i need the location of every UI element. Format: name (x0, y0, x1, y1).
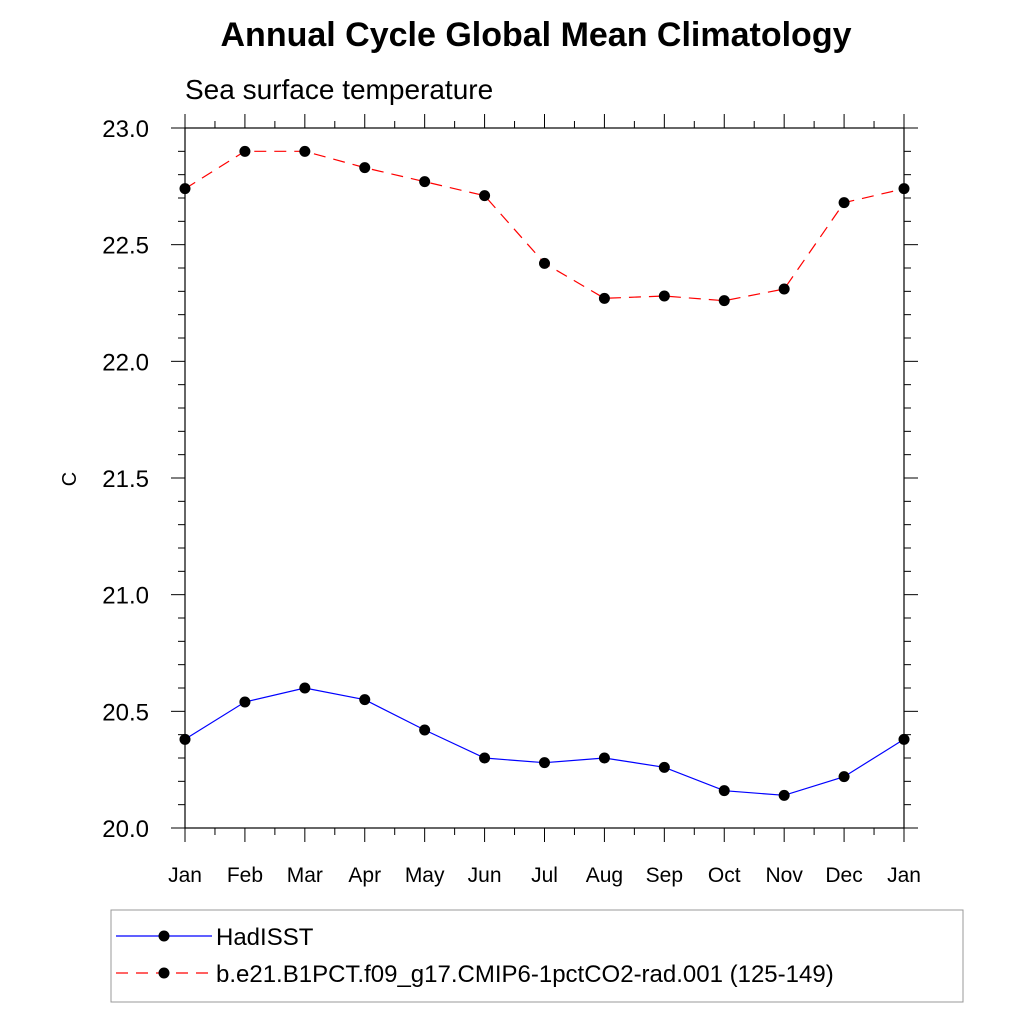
data-point (778, 789, 790, 801)
y-tick-label: 20.0 (102, 816, 149, 843)
legend-marker-0 (158, 930, 170, 942)
x-tick-label: Aug (586, 864, 623, 887)
legend-box (110, 909, 964, 1003)
legend-marker-1 (158, 967, 170, 979)
axis-ticks: 20.0 20.5 21.0 21.5 22.0 22.5 23.0 Jan Feb Mar Apr… (102, 114, 921, 887)
data-point (179, 183, 191, 195)
chart-title: Annual Cycle Global Mean Climatology (221, 16, 852, 54)
y-tick-label: 23.0 (102, 116, 149, 143)
x-tick-label: Apr (348, 864, 381, 887)
data-point (419, 724, 431, 736)
data-point (778, 283, 790, 295)
data-point (359, 162, 371, 174)
series-line-0 (184, 687, 905, 796)
data-point (539, 257, 550, 269)
data-point (838, 771, 850, 783)
data-point (718, 295, 730, 307)
x-tick-label: Oct (708, 864, 741, 887)
x-tick-label: May (405, 864, 445, 887)
data-point (179, 733, 191, 745)
x-tick-label: Jun (468, 864, 502, 887)
legend-label-1: b.e21.B1PCT.f09_g17.CMIP6-1pctCO2-rad.00… (216, 961, 834, 988)
x-tick-label: Nov (765, 864, 803, 887)
data-point (419, 176, 431, 188)
legend-label-0: HadISST (216, 924, 314, 951)
data-point (658, 761, 670, 773)
y-tick-label: 22.5 (102, 233, 149, 260)
y-tick-label: 20.5 (102, 699, 149, 726)
data-point (598, 752, 610, 764)
x-tick-label: Sep (646, 864, 683, 887)
data-point (539, 757, 550, 769)
data-point (239, 145, 251, 157)
y-tick-label: 22.0 (102, 349, 149, 376)
x-tick-label: Jan (887, 864, 921, 887)
plot-frame (184, 127, 905, 829)
x-tick-label: Dec (825, 864, 862, 887)
data-point (658, 290, 670, 302)
y-tick-label: 21.0 (102, 583, 149, 610)
data-point (898, 733, 910, 745)
data-point (718, 785, 730, 797)
legend: HadISST b.e21.B1PCT.f09_g17.CMIP6-1pctCO2… (110, 909, 964, 1003)
y-axis-label: C (59, 472, 81, 486)
data-point (898, 183, 910, 195)
series-layer (179, 145, 910, 801)
chart-subtitle: Sea surface temperature (185, 74, 493, 105)
x-tick-label: Jul (531, 864, 558, 887)
x-tick-label: Mar (287, 864, 323, 887)
data-point (479, 190, 491, 202)
x-tick-label: Jan (168, 864, 202, 887)
data-point (239, 696, 251, 708)
data-point (299, 682, 311, 694)
x-tick-label: Feb (227, 864, 263, 887)
data-point (299, 145, 311, 157)
y-tick-label: 21.5 (102, 466, 149, 493)
data-point (359, 694, 371, 706)
data-point (479, 752, 491, 764)
series-line-1 (184, 150, 905, 302)
data-point (598, 292, 610, 304)
data-point (838, 197, 850, 209)
